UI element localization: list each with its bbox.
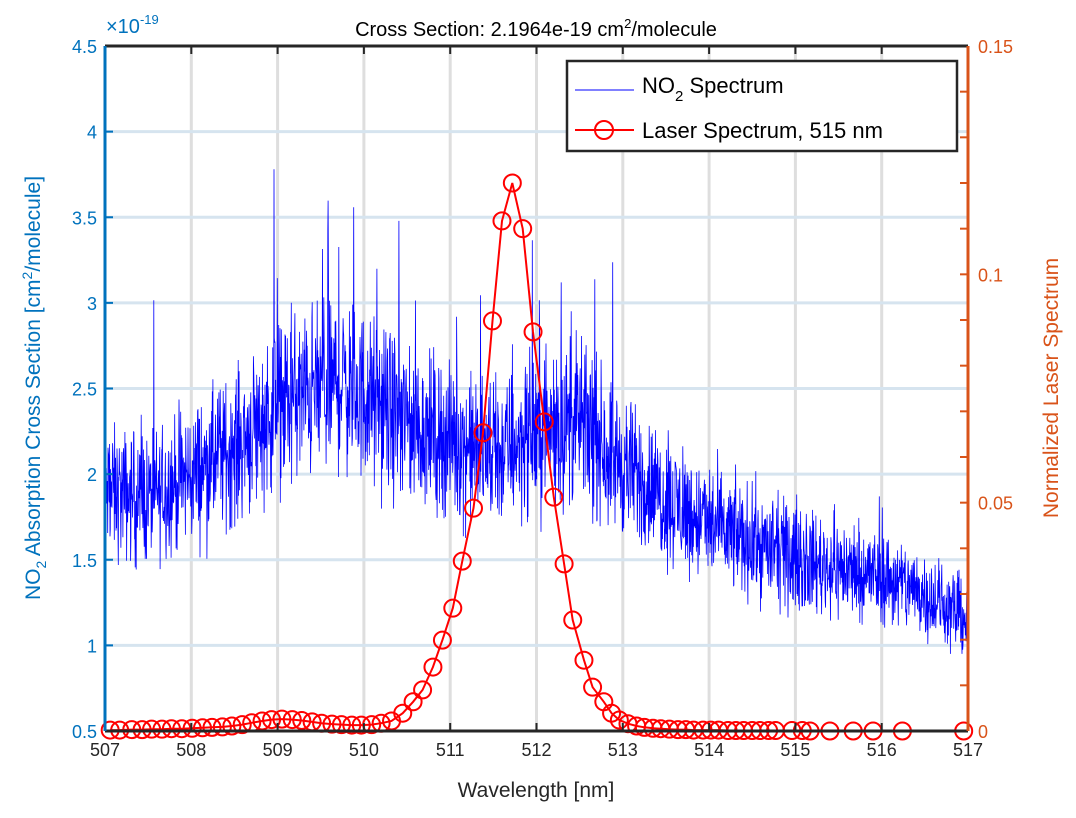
x-tick-label: 508 <box>176 740 206 760</box>
no2-spectrum-line <box>104 169 969 654</box>
laser-data-point <box>193 718 213 738</box>
laser-data-point <box>252 711 272 731</box>
x-tick-label: 511 <box>436 740 465 760</box>
laser-data-point <box>473 423 493 443</box>
laser-data-point <box>609 710 629 730</box>
y-left-tick-label: 0.5 <box>72 722 97 742</box>
laser-data-point <box>513 219 533 239</box>
y-left-tick-label: 3 <box>87 294 97 314</box>
x-tick-label: 513 <box>608 740 638 760</box>
y-right-tick-label: 0.05 <box>978 494 1013 514</box>
x-tick-label: 514 <box>694 740 724 760</box>
y-left-tick-label: 4 <box>87 123 97 143</box>
no2-series <box>104 169 969 654</box>
legend-no2-label: NO2 Spectrum <box>642 73 784 105</box>
x-tick-label: 517 <box>953 740 983 760</box>
laser-data-point <box>342 715 362 735</box>
laser-data-point <box>554 554 574 574</box>
laser-data-point <box>563 610 583 630</box>
laser-data-point <box>232 715 252 735</box>
x-tick-label: 507 <box>90 740 120 760</box>
laser-data-point <box>574 650 594 670</box>
laser-data-point <box>523 322 543 342</box>
laser-data-point <box>403 692 423 712</box>
laser-data-point <box>534 412 554 432</box>
chart-title: Cross Section: 2.1964e-19 cm2/molecule <box>355 16 717 41</box>
laser-data-point <box>464 498 484 518</box>
x-axis-label: Wavelength [nm] <box>458 779 615 802</box>
x-tick-label: 510 <box>349 740 379 760</box>
x-tick-label: 509 <box>263 740 293 760</box>
laser-data-point <box>331 715 351 735</box>
laser-data-point <box>292 710 312 730</box>
laser-data-point <box>222 716 242 736</box>
laser-data-point <box>202 717 222 737</box>
y-left-tick-label: 2.5 <box>72 380 97 400</box>
legend: NO2 Spectrum Laser Spectrum, 515 nm <box>565 59 959 153</box>
laser-data-point <box>152 719 172 739</box>
grid <box>105 46 968 731</box>
x-tick-label: 515 <box>780 740 810 760</box>
y-left-tick-label: 2 <box>87 465 97 485</box>
y-left-tick-label: 4.5 <box>72 37 97 57</box>
laser-data-point <box>272 709 292 729</box>
laser-data-point <box>544 487 564 507</box>
y-right-tick-label: 0.15 <box>978 37 1013 57</box>
y-axis-right-label: Normalized Laser Spectrum <box>1040 258 1063 518</box>
laser-data-point <box>161 719 181 739</box>
y-left-tick-label: 3.5 <box>72 208 97 228</box>
laser-data-point <box>443 598 463 618</box>
laser-data-point <box>322 714 342 734</box>
axes: 507 508 509 510 511 512 513 514 515 516 517 0.5 1 1.5… <box>72 37 1013 760</box>
legend-box <box>565 59 959 153</box>
laser-data-point <box>351 715 371 735</box>
laser-data-point <box>583 677 603 697</box>
left-exponent-label: ×10-19 <box>106 12 159 38</box>
laser-data-point <box>182 718 202 738</box>
laser-data-point <box>262 710 282 730</box>
laser-data-point <box>413 680 433 700</box>
y-right-tick-label: 0.1 <box>978 265 1003 285</box>
laser-data-point <box>393 703 413 723</box>
x-tick-label: 512 <box>521 740 551 760</box>
x-tick-label: 516 <box>867 740 897 760</box>
laser-data-point <box>212 717 232 737</box>
laser-data-point <box>423 657 443 677</box>
y-left-tick-label: 1.5 <box>72 551 97 571</box>
laser-data-point <box>492 211 512 231</box>
laser-data-point <box>142 719 162 739</box>
legend-laser-marker <box>594 120 614 140</box>
y-left-tick-label: 1 <box>87 636 97 656</box>
laser-data-point <box>432 630 452 650</box>
y-axis-left-label: NO2 Absorption Cross Section [cm2/molecu… <box>19 176 49 600</box>
legend-laser-label: Laser Spectrum, 515 nm <box>642 118 883 143</box>
y-right-tick-label: 0 <box>978 722 988 742</box>
laser-data-point <box>452 551 472 571</box>
laser-data-point <box>502 173 522 193</box>
laser-data-point <box>482 311 502 331</box>
laser-data-point <box>282 710 302 730</box>
